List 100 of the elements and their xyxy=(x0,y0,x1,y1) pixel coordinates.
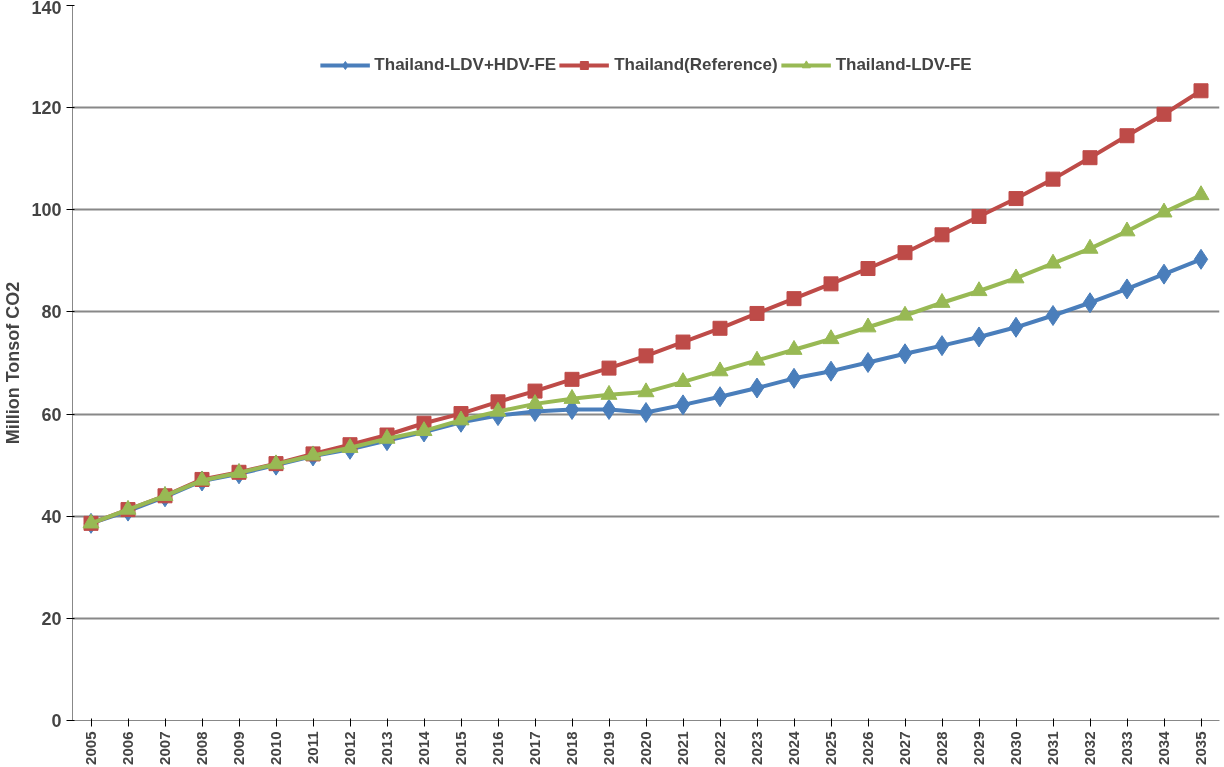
point xyxy=(1082,150,1098,166)
point xyxy=(859,317,877,333)
x-tick-label: 2020 xyxy=(637,731,654,765)
point xyxy=(897,343,913,365)
x-tick-label: 2028 xyxy=(933,731,950,765)
point xyxy=(933,293,951,308)
y-tick-label: 120 xyxy=(31,98,62,119)
point xyxy=(1119,128,1135,144)
point xyxy=(600,384,618,400)
x-tick-label: 2026 xyxy=(859,731,876,765)
point xyxy=(1045,305,1061,326)
x-tick-label: 2018 xyxy=(563,731,580,765)
y-tick-label: 140 xyxy=(31,0,62,18)
point xyxy=(638,402,654,424)
x-tick-label: 2006 xyxy=(119,731,136,765)
x-tick-label: 2022 xyxy=(711,731,728,765)
y-tick-label: 80 xyxy=(41,302,62,323)
x-tick-label: 2023 xyxy=(748,731,765,765)
y-tick-label: 20 xyxy=(41,608,62,629)
legend-label: Thailand(Reference) xyxy=(614,55,778,75)
x-tick-label: 2010 xyxy=(267,731,284,765)
point xyxy=(712,386,728,408)
x-tick-label: 2011 xyxy=(304,731,321,765)
point xyxy=(1192,185,1210,201)
point xyxy=(1118,221,1136,237)
x-tick-label: 2019 xyxy=(600,731,617,765)
point xyxy=(971,208,987,224)
x-tick-label: 2031 xyxy=(1044,731,1061,765)
x-tick-label: 2015 xyxy=(452,731,469,765)
point xyxy=(601,398,617,420)
point xyxy=(1008,316,1024,338)
point xyxy=(1082,292,1098,314)
x-tick-label: 2013 xyxy=(378,731,395,765)
point xyxy=(1008,191,1024,207)
x-tick-label: 2017 xyxy=(526,731,543,765)
x-tick-label: 2024 xyxy=(785,730,802,765)
point xyxy=(637,382,655,398)
point xyxy=(415,421,433,437)
point xyxy=(971,326,987,348)
point xyxy=(1045,171,1061,187)
point xyxy=(601,360,617,376)
x-tick-label: 2016 xyxy=(489,731,506,765)
y-tick-label: 60 xyxy=(41,404,62,425)
point xyxy=(860,261,876,277)
point xyxy=(749,305,765,321)
x-tick-label: 2035 xyxy=(1192,731,1209,765)
x-tick-label: 2029 xyxy=(970,731,987,765)
point xyxy=(675,334,691,350)
point xyxy=(1007,268,1025,284)
point xyxy=(786,367,802,389)
point xyxy=(527,383,543,399)
point xyxy=(675,394,691,416)
point xyxy=(749,377,765,399)
x-tick-label: 2034 xyxy=(1155,730,1172,765)
point xyxy=(823,360,839,382)
x-tick-label: 2032 xyxy=(1081,731,1098,765)
legend-label: Thailand-LDV-FE xyxy=(835,55,972,75)
point xyxy=(934,335,950,357)
x-tick-label: 2030 xyxy=(1007,731,1024,765)
point xyxy=(860,351,876,373)
x-tick-label: 2009 xyxy=(230,731,247,765)
x-tick-label: 2025 xyxy=(822,731,839,765)
point xyxy=(822,329,840,345)
point xyxy=(934,227,950,243)
point xyxy=(1156,263,1172,285)
x-tick-label: 2007 xyxy=(156,731,173,765)
point xyxy=(1193,248,1209,270)
point xyxy=(1119,278,1135,300)
point xyxy=(452,410,470,426)
y-axis-title: Million Tonsof CO2 xyxy=(3,281,24,445)
point xyxy=(674,372,692,388)
x-tick-label: 2012 xyxy=(341,731,358,765)
point xyxy=(1044,253,1062,269)
legend-label: Thailand-LDV+HDV-FE xyxy=(374,55,557,75)
point xyxy=(823,276,839,292)
point xyxy=(1156,106,1172,122)
x-tick-label: 2033 xyxy=(1118,731,1135,765)
point xyxy=(970,281,988,297)
y-tick-label: 100 xyxy=(31,200,62,221)
x-tick-label: 2027 xyxy=(896,731,913,765)
x-tick-label: 2008 xyxy=(193,731,210,765)
point xyxy=(526,394,544,409)
point xyxy=(1193,83,1209,99)
point xyxy=(785,339,803,355)
point xyxy=(786,291,802,307)
point xyxy=(1155,202,1173,218)
x-tick-label: 2021 xyxy=(674,731,691,765)
point xyxy=(896,305,914,321)
point xyxy=(897,245,913,261)
point xyxy=(711,361,729,377)
y-tick-label: 0 xyxy=(51,711,62,731)
point xyxy=(489,401,507,417)
x-tick-label: 2005 xyxy=(82,731,99,765)
point xyxy=(638,348,654,364)
x-tick-label: 2014 xyxy=(415,730,432,765)
y-tick-label: 40 xyxy=(41,506,62,527)
point xyxy=(564,371,580,387)
point xyxy=(712,320,728,336)
point xyxy=(748,350,766,366)
point xyxy=(563,389,581,404)
